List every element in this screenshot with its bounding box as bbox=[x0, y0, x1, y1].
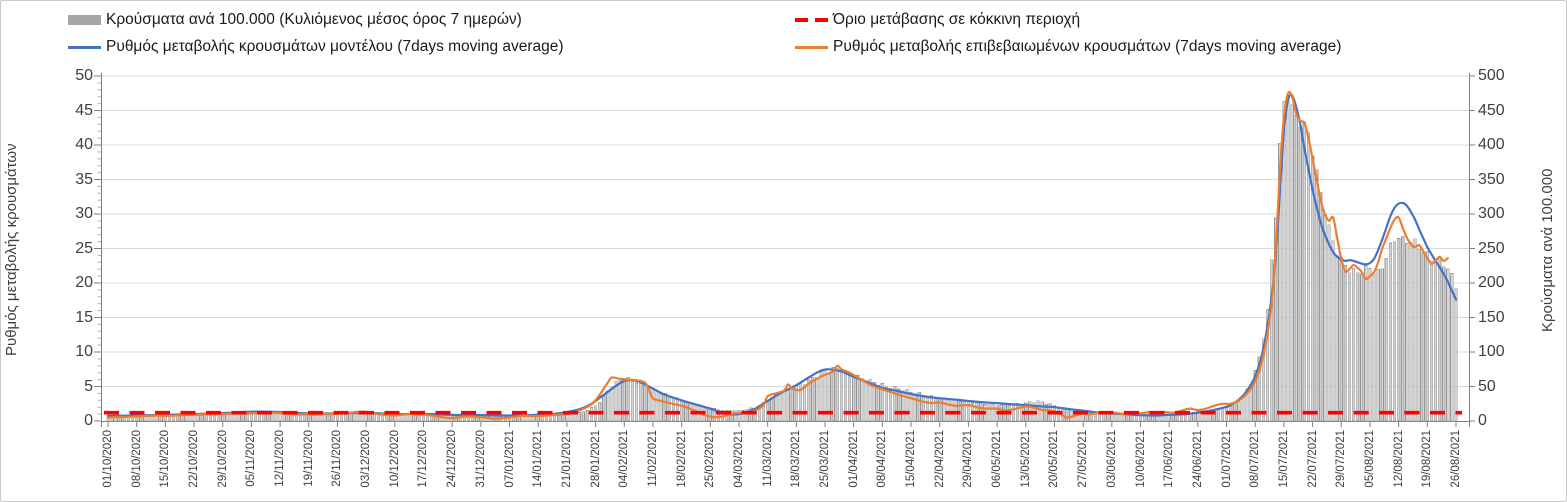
legend-label-threshold: Όριο μετάβασης σε κόκκινη περιοχή bbox=[833, 11, 1081, 28]
x-axis-label: 11/02/2021 bbox=[646, 430, 659, 487]
blue-line-swatch-icon bbox=[68, 45, 101, 49]
right-axis-tick-label: 500 bbox=[1478, 67, 1505, 84]
x-axis-label: 19/11/2020 bbox=[302, 430, 315, 487]
right-axis-tick-label: 100 bbox=[1478, 343, 1505, 360]
left-axis-tick-label: 0 bbox=[84, 412, 93, 429]
red-dashed-line-swatch-icon bbox=[795, 18, 828, 22]
x-axis-label: 03/06/2021 bbox=[1105, 430, 1118, 488]
x-axis-label: 26/11/2020 bbox=[331, 430, 344, 487]
right-axis-tick-label: 150 bbox=[1478, 308, 1505, 326]
x-axis-label: 26/08/2021 bbox=[1450, 430, 1462, 488]
legend-item-threshold: Όριο μετάβασης σε κόκκινη περιοχή bbox=[795, 10, 1080, 30]
x-axis-label: 04/02/2021 bbox=[618, 430, 631, 488]
x-axis-label: 14/01/2021 bbox=[532, 430, 545, 488]
legend-item-model: Ρυθμός μεταβολής κρουσμάτων μοντέλου (7d… bbox=[68, 37, 564, 57]
right-axis-tick-label: 400 bbox=[1478, 136, 1505, 153]
x-axis-label: 08/10/2020 bbox=[130, 430, 143, 488]
x-axis-label: 15/10/2020 bbox=[159, 430, 172, 488]
x-axis-label: 11/03/2021 bbox=[761, 430, 774, 487]
x-axis-label: 29/07/2021 bbox=[1335, 430, 1348, 488]
x-axis-label: 07/01/2021 bbox=[503, 430, 516, 488]
x-axis-label: 03/12/2020 bbox=[360, 430, 373, 488]
x-axis-label: 01/10/2020 bbox=[102, 430, 114, 488]
x-axis-label: 29/10/2020 bbox=[216, 430, 229, 488]
x-axis-label: 04/03/2021 bbox=[732, 430, 745, 488]
x-axis-label: 17/12/2020 bbox=[417, 430, 430, 488]
x-axis-label: 10/12/2020 bbox=[388, 430, 401, 488]
right-axis-tick-label: 200 bbox=[1478, 274, 1505, 291]
x-axis-label: 22/04/2021 bbox=[933, 430, 946, 488]
right-axis-tick-label: 250 bbox=[1478, 239, 1505, 257]
left-axis-tick-label: 15 bbox=[75, 308, 93, 326]
left-axis-tick-label: 5 bbox=[84, 377, 93, 395]
x-axis-label: 12/08/2021 bbox=[1392, 430, 1405, 488]
left-axis-tick-label: 50 bbox=[75, 67, 93, 84]
left-axis-tick-label: 45 bbox=[75, 101, 93, 119]
x-axis-label: 24/12/2020 bbox=[446, 430, 459, 488]
x-axis-label: 19/08/2021 bbox=[1421, 430, 1434, 488]
x-axis-label: 31/12/2020 bbox=[474, 430, 487, 488]
x-axis-label: 22/07/2021 bbox=[1306, 430, 1319, 488]
x-axis-label: 05/08/2021 bbox=[1363, 430, 1376, 488]
x-axis-label: 05/11/2020 bbox=[245, 430, 258, 487]
right-axis-tick-label: 450 bbox=[1478, 101, 1505, 119]
x-axis-label: 28/01/2021 bbox=[589, 430, 602, 488]
x-axis-label: 18/02/2021 bbox=[675, 430, 688, 488]
x-axis-label: 18/03/2021 bbox=[790, 430, 803, 488]
left-axis-tick-label: 30 bbox=[75, 205, 93, 222]
x-axis-label: 25/03/2021 bbox=[819, 430, 832, 488]
left-axis-tick-label: 25 bbox=[75, 239, 93, 257]
orange-line-swatch-icon bbox=[795, 45, 828, 49]
x-axis-label: 17/06/2021 bbox=[1163, 430, 1176, 488]
x-axis-label: 12/11/2020 bbox=[274, 430, 287, 487]
x-axis-label: 08/04/2021 bbox=[876, 430, 889, 488]
x-axis-label: 29/04/2021 bbox=[962, 430, 975, 488]
x-axis-label: 25/02/2021 bbox=[704, 430, 717, 488]
left-axis-tick-label: 10 bbox=[75, 343, 93, 360]
x-axis-label: 21/01/2021 bbox=[560, 430, 573, 488]
legend-item-confirmed: Ρυθμός μεταβολής επιβεβαιωμένων κρουσμάτ… bbox=[795, 37, 1341, 57]
legend-label-model: Ρυθμός μεταβολής κρουσμάτων μοντέλου (7d… bbox=[106, 38, 564, 55]
x-axis-label: 13/05/2021 bbox=[1019, 430, 1032, 488]
x-axis-label: 15/07/2021 bbox=[1277, 430, 1290, 488]
x-axis-label: 01/04/2021 bbox=[847, 430, 860, 488]
x-axis-label: 08/07/2021 bbox=[1249, 430, 1262, 488]
right-axis-tick-label: 300 bbox=[1478, 205, 1505, 222]
x-axis-label: 10/06/2021 bbox=[1134, 430, 1147, 488]
x-axis-label: 01/07/2021 bbox=[1220, 430, 1233, 488]
x-axis-label: 20/05/2021 bbox=[1048, 430, 1061, 488]
right-axis-tick-label: 350 bbox=[1478, 170, 1505, 188]
x-axis-label: 27/05/2021 bbox=[1077, 430, 1090, 488]
legend-label-confirmed: Ρυθμός μεταβολής επιβεβαιωμένων κρουσμάτ… bbox=[833, 38, 1342, 55]
x-axis-label: 15/04/2021 bbox=[905, 430, 918, 488]
left-axis-tick-label: 40 bbox=[75, 136, 93, 153]
gray-bar-swatch-icon bbox=[68, 15, 101, 25]
right-axis-tick-label: 50 bbox=[1478, 377, 1496, 395]
right-axis-tick-label: 0 bbox=[1478, 412, 1487, 429]
left-axis-tick-label: 35 bbox=[75, 170, 93, 188]
legend-item-cases: Κρούσματα ανά 100.000 (Κυλιόμενος μέσος … bbox=[68, 10, 522, 30]
x-axis-label: 22/10/2020 bbox=[188, 430, 201, 488]
left-axis-tick-label: 20 bbox=[75, 274, 93, 291]
x-axis-label: 06/05/2021 bbox=[991, 430, 1004, 488]
x-axis-label: 24/06/2021 bbox=[1191, 430, 1204, 488]
legend-label-cases: Κρούσματα ανά 100.000 (Κυλιόμενος μέσος … bbox=[106, 11, 522, 28]
